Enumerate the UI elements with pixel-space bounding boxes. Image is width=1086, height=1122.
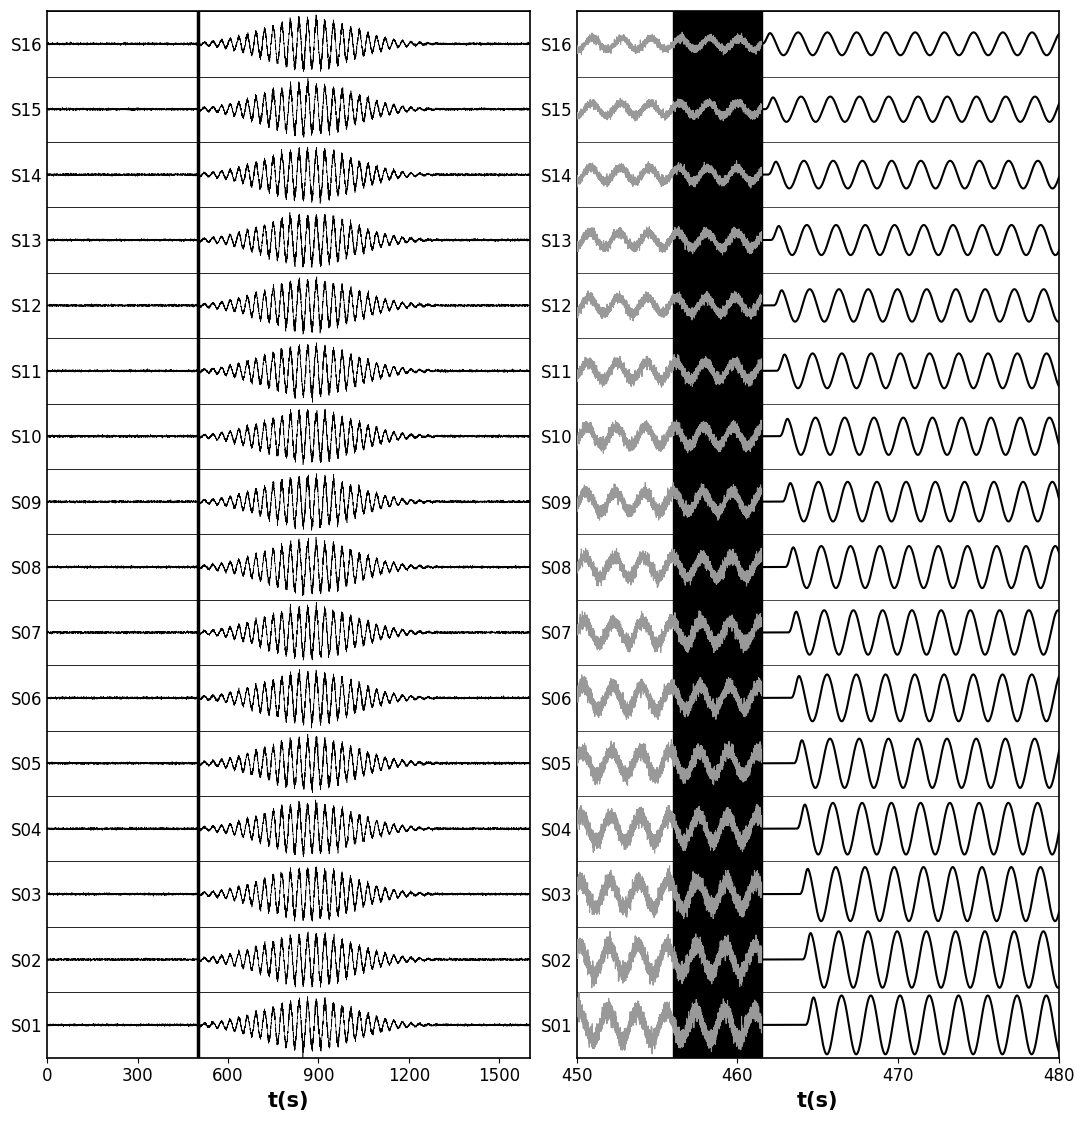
X-axis label: t(s): t(s) [267, 1091, 310, 1111]
X-axis label: t(s): t(s) [797, 1091, 838, 1111]
Bar [673, 11, 761, 1058]
